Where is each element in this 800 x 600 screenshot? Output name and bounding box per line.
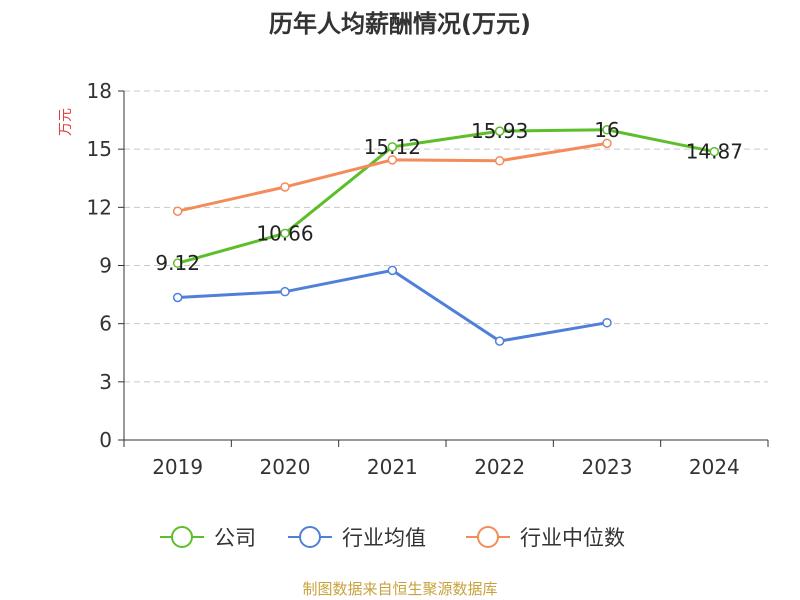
data-point: [602, 138, 612, 149]
data-point: [494, 126, 505, 136]
gridlines: [124, 90, 768, 383]
legend-item[interactable]: 行业均值: [288, 526, 426, 550]
data-point: [172, 292, 183, 303]
x-tick-label: 2022: [474, 455, 525, 479]
data-point: [602, 125, 612, 135]
axes: 0 3 6 9 12 15 18 2019 2020 2021 2022 2023 2024 万元: [58, 79, 769, 479]
legend-item[interactable]: 行业中位数: [466, 526, 625, 550]
y-tick-label: 15: [87, 137, 112, 161]
data-label: 10.66: [256, 221, 313, 245]
y-axis-label: 万元: [58, 108, 74, 136]
y-tick-label: 3: [99, 370, 112, 394]
y-tick-label: 12: [87, 195, 112, 219]
y-tick-label: 18: [87, 79, 112, 103]
legend-marker: [299, 526, 321, 548]
data-point: [280, 182, 290, 192]
legend[interactable]: 公司 行业均值 行业中位数: [160, 526, 625, 550]
y-tick-label: 6: [99, 312, 112, 336]
data-label: 9.12: [155, 251, 200, 275]
legend-marker: [171, 526, 193, 548]
x-tick-label: 2021: [367, 455, 418, 479]
x-tick-label: 2020: [260, 455, 311, 479]
x-tick-label: 2019: [152, 455, 203, 479]
series-line: [177, 128, 715, 265]
data-point: [387, 265, 398, 276]
legend-label: 行业中位数: [520, 526, 625, 550]
legend-label: 公司: [214, 526, 256, 550]
data-point: [494, 156, 505, 166]
x-tick-label: 2024: [689, 455, 740, 479]
data-labels: 9.12 10.66 15.12 15.93 16 14.87: [155, 118, 743, 275]
data-label: 15.12: [364, 135, 421, 159]
data-point: [172, 206, 183, 216]
series-line: [177, 268, 608, 343]
data-label: 16: [594, 118, 619, 142]
data-point: [494, 336, 505, 346]
data-point: [172, 258, 183, 268]
x-tick-label: 2023: [582, 455, 633, 479]
legend-label: 行业均值: [342, 526, 426, 550]
source-note: 制图数据来自恒生聚源数据库: [302, 580, 498, 598]
data-point: [602, 317, 612, 328]
legend-marker: [477, 526, 499, 548]
data-point: [387, 142, 398, 152]
data-point: [280, 228, 290, 239]
data-label: 14.87: [686, 140, 743, 164]
chart-title: 历年人均薪酬情况(万元): [269, 10, 531, 38]
legend-item[interactable]: 公司: [160, 526, 256, 550]
data-point: [280, 286, 290, 297]
y-tick-label: 0: [99, 428, 112, 452]
series-lines: [172, 125, 720, 346]
data-point: [387, 155, 398, 165]
y-tick-label: 9: [99, 254, 112, 278]
data-label: 15.93: [471, 119, 528, 143]
data-point: [709, 146, 720, 157]
